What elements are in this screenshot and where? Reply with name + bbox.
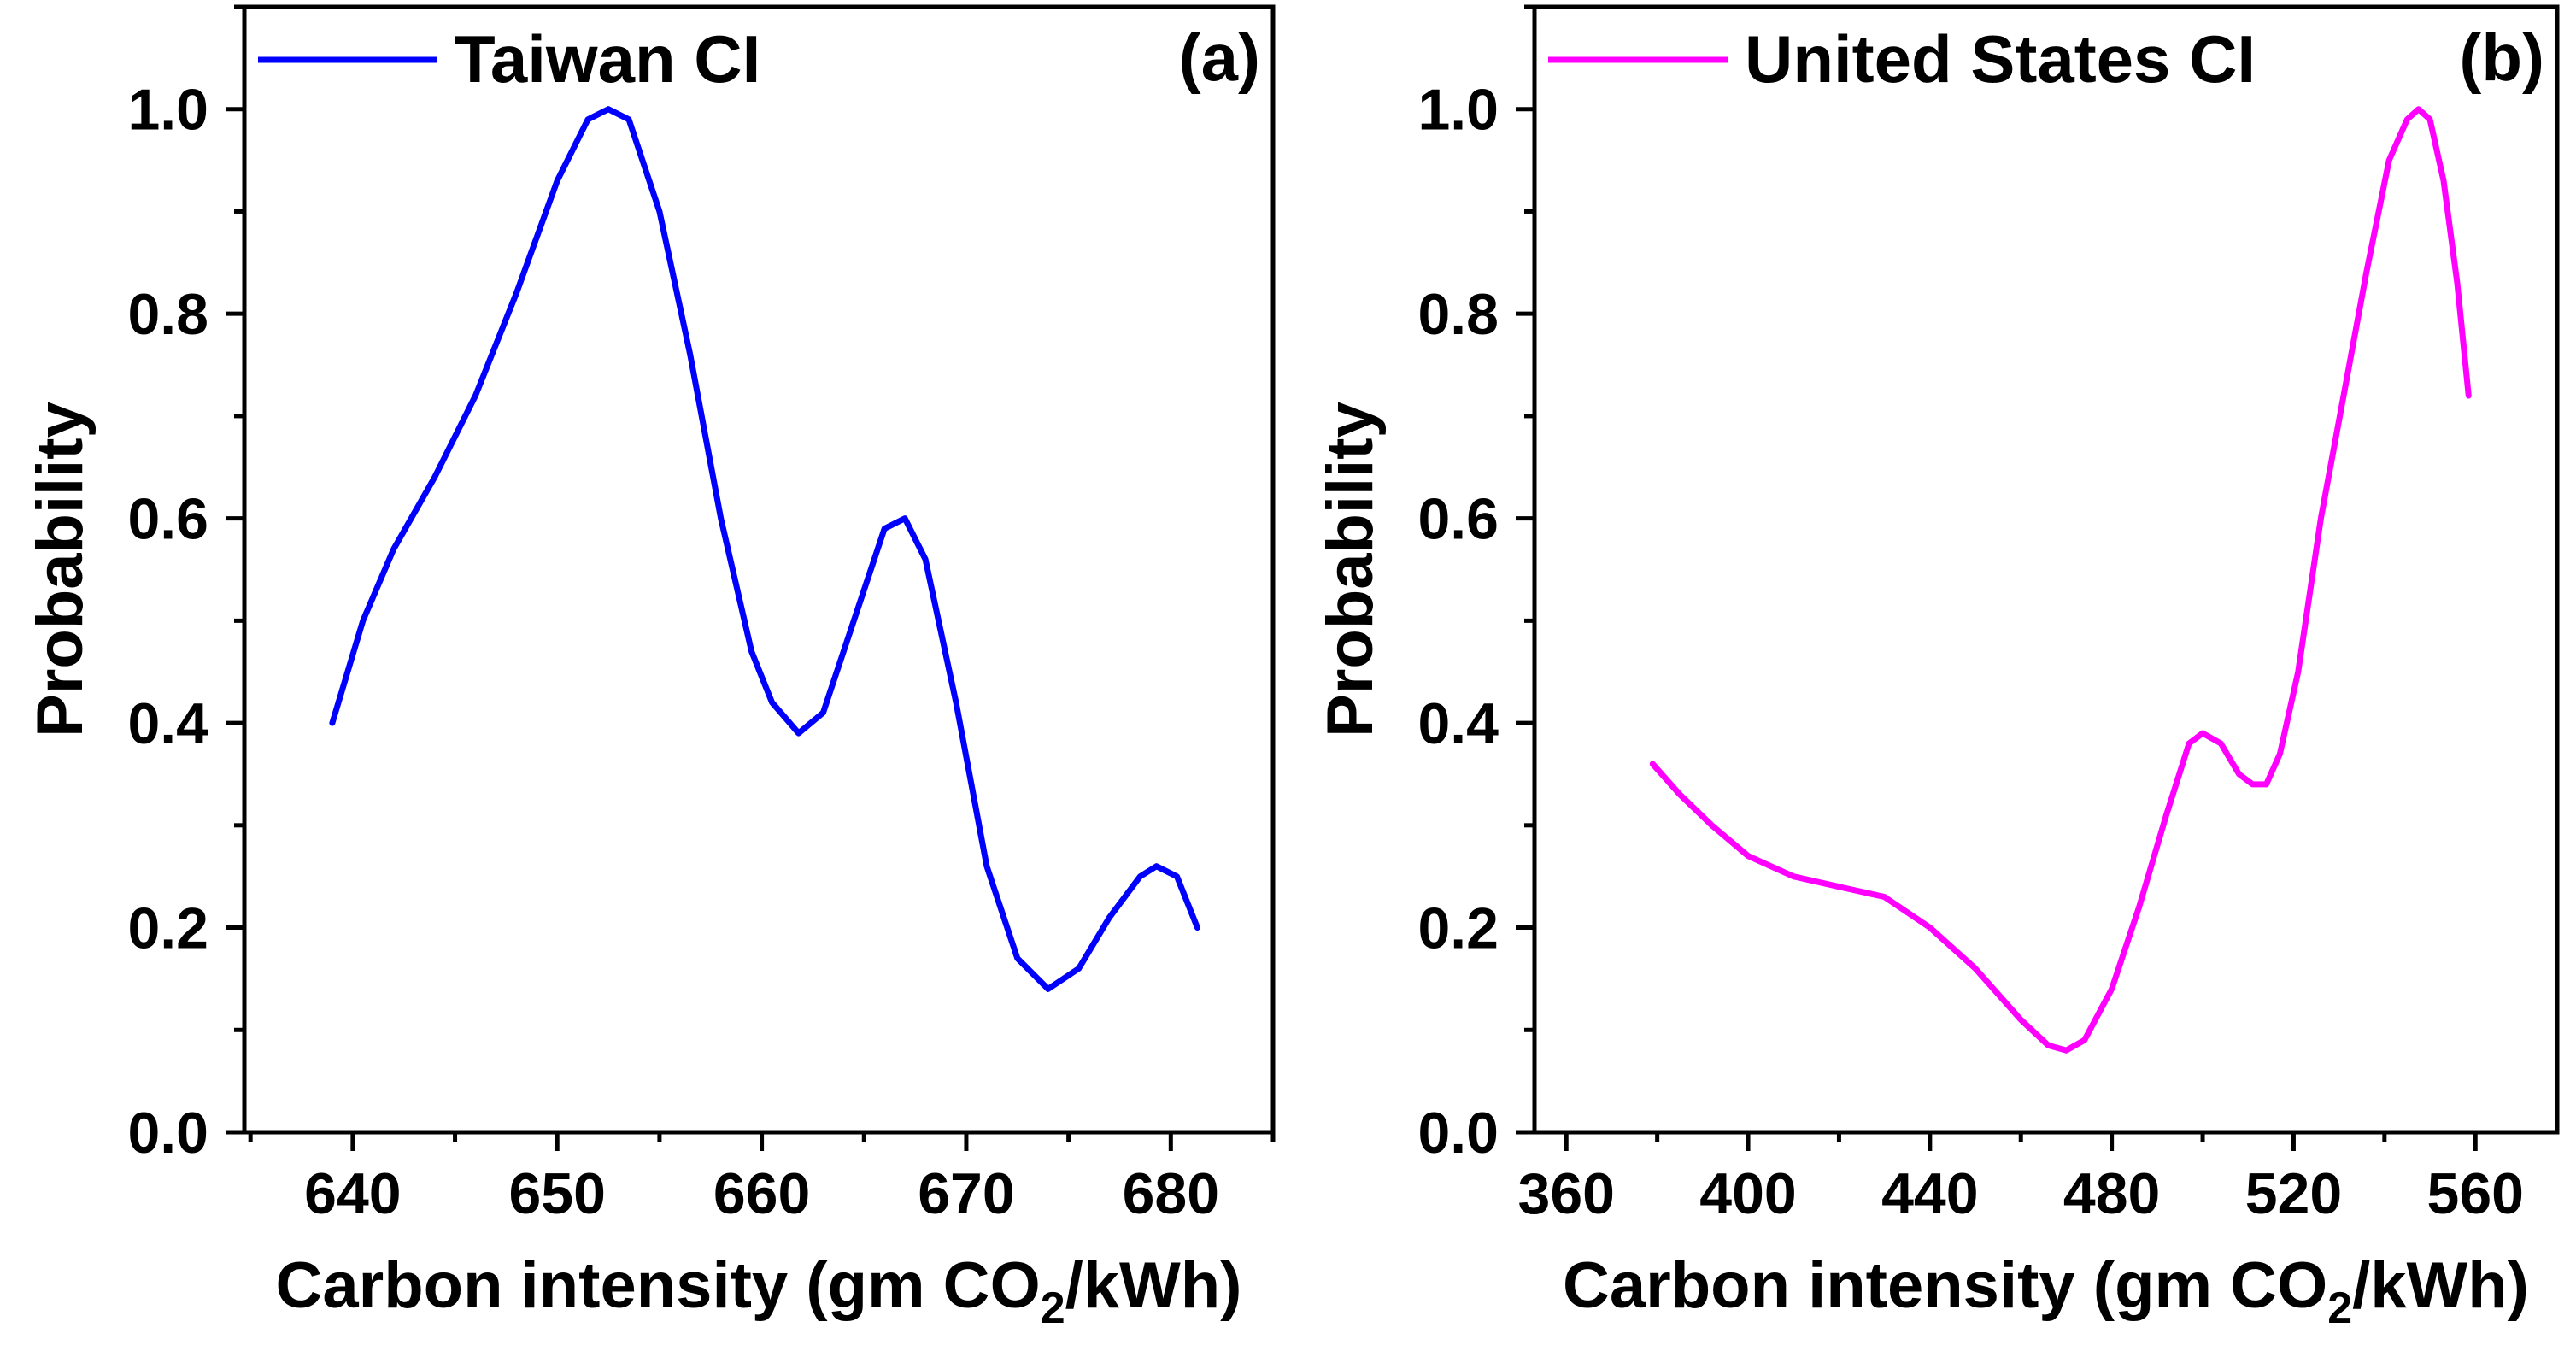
y-tick-label: 0.0	[127, 1101, 208, 1166]
y-tick-label: 0.6	[127, 487, 208, 552]
x-axis-label: Carbon intensity (gm CO2/kWh)	[276, 1249, 1242, 1333]
series-line	[1649, 106, 2472, 1054]
y-tick-label: 0.4	[127, 691, 208, 756]
x-tick-label: 670	[918, 1161, 1014, 1226]
x-tick-label: 650	[508, 1161, 605, 1226]
panel-b: 360 400 440 480 520 560 0.0 0.2 0.4 0.6 0.8 1.0 Prob…	[1314, 4, 2560, 1333]
y-tick-label: 0.4	[1417, 691, 1499, 756]
series-line	[329, 106, 1200, 992]
plot-frame	[242, 4, 1276, 1135]
y-tick-label: 0.2	[127, 896, 208, 961]
y-tick-label: 0.0	[1417, 1101, 1499, 1166]
y-tick-label: 0.8	[1417, 282, 1499, 347]
panel-label: (a)	[1179, 20, 1260, 95]
x-tick-label: 480	[2063, 1161, 2160, 1226]
y-tick-label: 1.0	[127, 78, 208, 143]
y-tick-label: 0.2	[1417, 896, 1499, 961]
x-tick-label: 660	[713, 1161, 810, 1226]
y-axis-label: Probability	[1314, 402, 1387, 737]
x-tick-label: 640	[304, 1161, 401, 1226]
y-axis-label: Probability	[24, 402, 97, 737]
x-axis-label-subscript: 2	[1041, 1283, 1065, 1333]
panel-a: 640 650 660 670 680 0.0 0.2 0.4 0.6 0.8 1.0 Probabi…	[24, 4, 1276, 1333]
x-axis-label-tail: /kWh)	[1065, 1249, 1242, 1322]
x-tick-label: 360	[1518, 1161, 1615, 1226]
x-axis-label-tail: /kWh)	[2352, 1249, 2529, 1322]
x-tick-label: 520	[2245, 1161, 2342, 1226]
x-tick-label: 680	[1123, 1161, 1219, 1226]
x-axis-label-main: Carbon intensity (gm CO	[1563, 1249, 2327, 1322]
x-axis-label: Carbon intensity (gm CO2/kWh)	[1563, 1249, 2529, 1333]
legend-label: United States CI	[1745, 21, 2256, 97]
x-axis-label-subscript: 2	[2327, 1283, 2352, 1333]
x-tick-label: 560	[2427, 1161, 2524, 1226]
x-axis-label-main: Carbon intensity (gm CO	[276, 1249, 1041, 1322]
legend-label: Taiwan CI	[455, 21, 760, 97]
plot-frame	[1532, 4, 2560, 1135]
x-tick-label: 400	[1699, 1161, 1796, 1226]
y-tick-label: 1.0	[1417, 78, 1499, 143]
x-tick-label: 440	[1881, 1161, 1978, 1226]
y-tick-label: 0.8	[127, 282, 208, 347]
panel-label: (b)	[2459, 20, 2544, 95]
y-tick-label: 0.6	[1417, 487, 1499, 552]
